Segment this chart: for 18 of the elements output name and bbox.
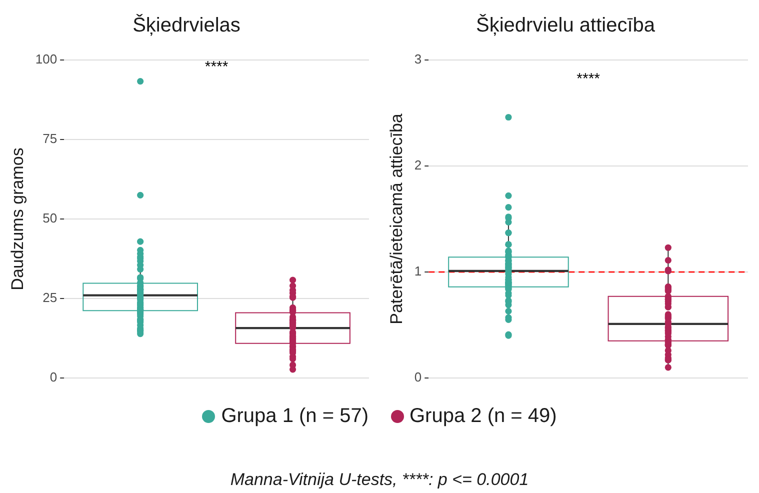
y-tick-label: 1 (414, 264, 422, 279)
y-axis-title: Daudzums gramos (8, 148, 27, 290)
y-tick-label: 2 (414, 158, 422, 173)
legend-label: Grupa 2 (n = 49) (410, 405, 557, 428)
y-axis-title: Paterētā/ieteicamā attiecība (386, 113, 406, 324)
legend-label: Grupa 1 (n = 57) (221, 405, 368, 428)
y-tick-label: 3 (414, 52, 422, 67)
y-tick-label: 25 (42, 290, 58, 306)
chart-title: Šķiedrvielas (132, 14, 240, 37)
annotation: **** (576, 70, 600, 88)
y-tick-label: 100 (35, 52, 58, 67)
y-tick-label: 50 (42, 210, 58, 226)
y-tick-label: 0 (414, 370, 422, 385)
y-tick-label: 75 (42, 131, 58, 146)
y-tick-label: 0 (50, 370, 58, 385)
annotation: **** (204, 58, 228, 76)
chart-title: Šķiedrvielu attiecība (476, 14, 656, 37)
text: Manna-Vitnija U-tests, ****: p <= 0.0001 (229, 470, 530, 490)
